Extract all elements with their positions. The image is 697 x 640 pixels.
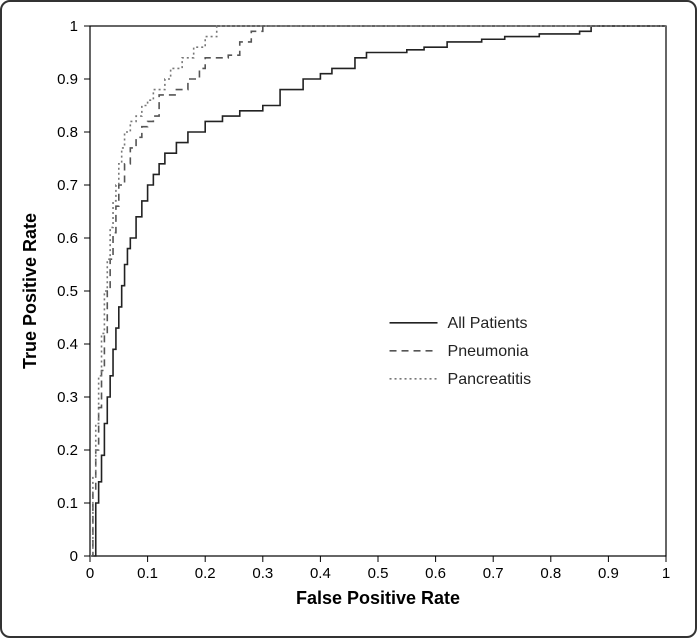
x-tick-label: 0.7 <box>483 565 504 582</box>
series-pancreatitis <box>90 26 666 556</box>
plot-border <box>90 26 666 556</box>
y-tick-label: 0.9 <box>57 71 78 88</box>
legend-label: Pneumonia <box>448 343 529 360</box>
x-tick-label: 0 <box>86 565 94 582</box>
roc-chart: 0 0.1 0.2 0.3 0.4 0.5 0.6 0.7 0.8 0.9 1 0 0.1 0.2 0.3 0… <box>2 2 697 640</box>
x-tick-label: 0.9 <box>598 565 619 582</box>
legend-label: Pancreatitis <box>448 371 532 388</box>
x-tick-label: 0.4 <box>310 565 331 582</box>
y-tick-label: 0.6 <box>57 230 78 247</box>
y-tick-label: 1 <box>70 18 78 35</box>
x-tick-label: 0.6 <box>425 565 446 582</box>
y-tick-label: 0.8 <box>57 124 78 141</box>
x-axis-label: False Positive Rate <box>296 588 460 608</box>
y-tick-label: 0.1 <box>57 495 78 512</box>
y-tick-label: 0.5 <box>57 283 78 300</box>
x-tick-label: 1 <box>662 565 670 582</box>
chart-frame: { "chart": { "type": "roc", "width": 697… <box>0 0 697 638</box>
x-tick-label: 0.3 <box>252 565 273 582</box>
x-tick-label: 0.8 <box>540 565 561 582</box>
x-tick-label: 0.2 <box>195 565 216 582</box>
y-tick-label: 0 <box>70 548 78 565</box>
y-axis-label: True Positive Rate <box>20 213 40 369</box>
legend-label: All Patients <box>448 315 528 332</box>
y-tick-label: 0.3 <box>57 389 78 406</box>
x-tick-label: 0.5 <box>368 565 389 582</box>
y-tick-label: 0.2 <box>57 442 78 459</box>
y-tick-label: 0.7 <box>57 177 78 194</box>
series-all-patients <box>90 26 666 556</box>
x-tick-label: 0.1 <box>137 565 158 582</box>
series-pneumonia <box>90 26 666 556</box>
y-tick-label: 0.4 <box>57 336 78 353</box>
